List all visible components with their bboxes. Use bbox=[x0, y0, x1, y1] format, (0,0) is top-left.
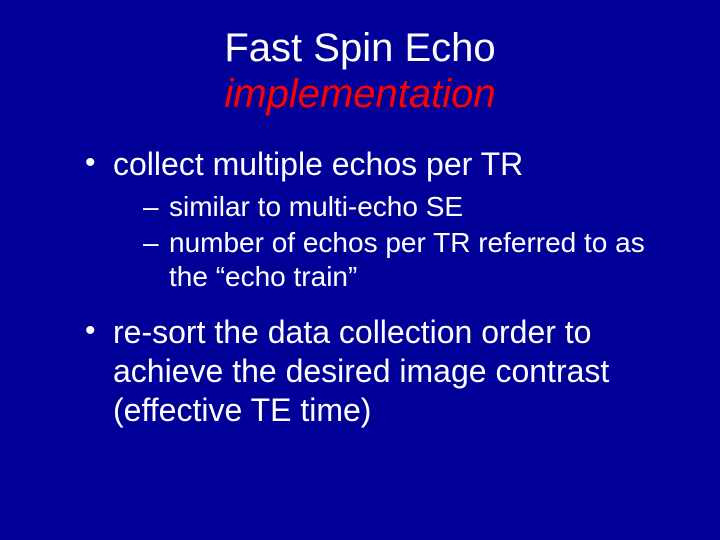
bullet-level2: number of echos per TR referred to as th… bbox=[143, 226, 680, 294]
bullet-text: re-sort the data collection order to ach… bbox=[113, 314, 609, 428]
bullet-level1: re-sort the data collection order to ach… bbox=[85, 313, 680, 430]
slide-subtitle: implementation bbox=[40, 71, 680, 117]
bullet-text: similar to multi-echo SE bbox=[169, 191, 463, 222]
bullet-text: collect multiple echos per TR bbox=[113, 146, 523, 182]
bullet-level1: collect multiple echos per TR similar to… bbox=[85, 145, 680, 295]
sub-bullet-group: similar to multi-echo SE number of echos… bbox=[143, 190, 680, 294]
bullet-level2: similar to multi-echo SE bbox=[143, 190, 680, 224]
slide-title: Fast Spin Echo bbox=[40, 25, 680, 71]
slide-body: collect multiple echos per TR similar to… bbox=[40, 145, 680, 430]
slide: Fast Spin Echo implementation collect mu… bbox=[0, 0, 720, 540]
title-block: Fast Spin Echo implementation bbox=[40, 25, 680, 117]
bullet-text: number of echos per TR referred to as th… bbox=[169, 227, 645, 292]
